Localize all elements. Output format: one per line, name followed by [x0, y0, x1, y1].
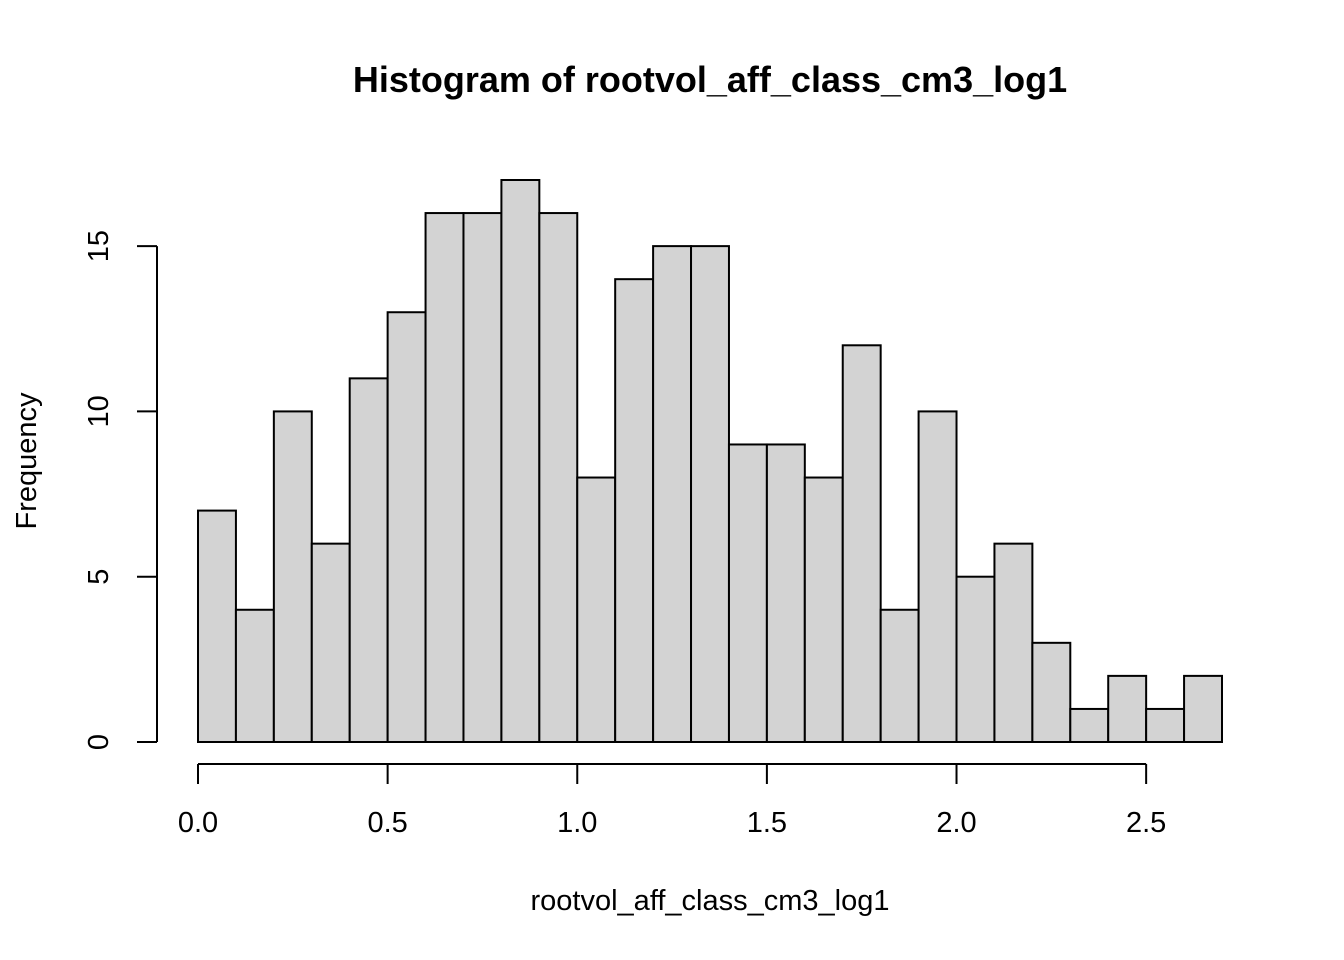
histogram-bar [386, 311, 427, 743]
histogram-bar [500, 179, 541, 743]
histogram-bar [614, 278, 655, 743]
x-tick-label: 0.0 [178, 807, 218, 839]
y-axis-label: Frequency [11, 392, 43, 530]
histogram-bar [1031, 641, 1072, 744]
histogram-bar [879, 608, 920, 743]
histogram-bar [917, 410, 958, 743]
y-tick-label: 10 [83, 395, 115, 427]
histogram-bar [727, 443, 768, 743]
histogram-bar [841, 344, 882, 743]
x-axis-label: rootvol_aff_class_cm3_log1 [531, 885, 890, 917]
histogram-bar [1069, 707, 1110, 743]
bars-group [197, 179, 1224, 744]
histogram-bar [348, 377, 389, 743]
x-tick-label: 2.0 [936, 807, 976, 839]
y-tick-label: 5 [83, 569, 115, 585]
histogram-bar [690, 245, 730, 743]
histogram-bar [538, 212, 579, 743]
histogram-bar [765, 443, 806, 743]
histogram-bar [1145, 707, 1186, 743]
y-tick-label: 15 [83, 230, 115, 262]
chart-title: Histogram of rootvol_aff_class_cm3_log1 [353, 59, 1067, 100]
x-tick-label: 0.5 [367, 807, 407, 839]
x-tick-label: 1.5 [747, 807, 787, 839]
y-axis: 0 5 10 15 [83, 230, 158, 750]
histogram-bar [197, 509, 237, 743]
x-tick-label: 2.5 [1126, 807, 1166, 839]
y-tick-label: 0 [83, 734, 115, 750]
histogram-bar [234, 608, 275, 743]
histogram-bar [1107, 674, 1148, 743]
histogram-bar [576, 476, 617, 743]
histogram-bar [803, 476, 844, 743]
histogram-bar [652, 245, 693, 743]
histogram-bar [272, 410, 313, 743]
histogram-bar [955, 575, 996, 743]
histogram-bar [310, 542, 351, 743]
x-tick-label: 1.0 [557, 807, 597, 839]
histogram-bar [424, 212, 465, 743]
histogram-bar [462, 212, 503, 743]
histogram-bar [993, 542, 1034, 743]
histogram-bar [1183, 674, 1224, 743]
x-axis: 0.0 0.5 1.0 1.5 2.0 2.5 [178, 763, 1166, 839]
